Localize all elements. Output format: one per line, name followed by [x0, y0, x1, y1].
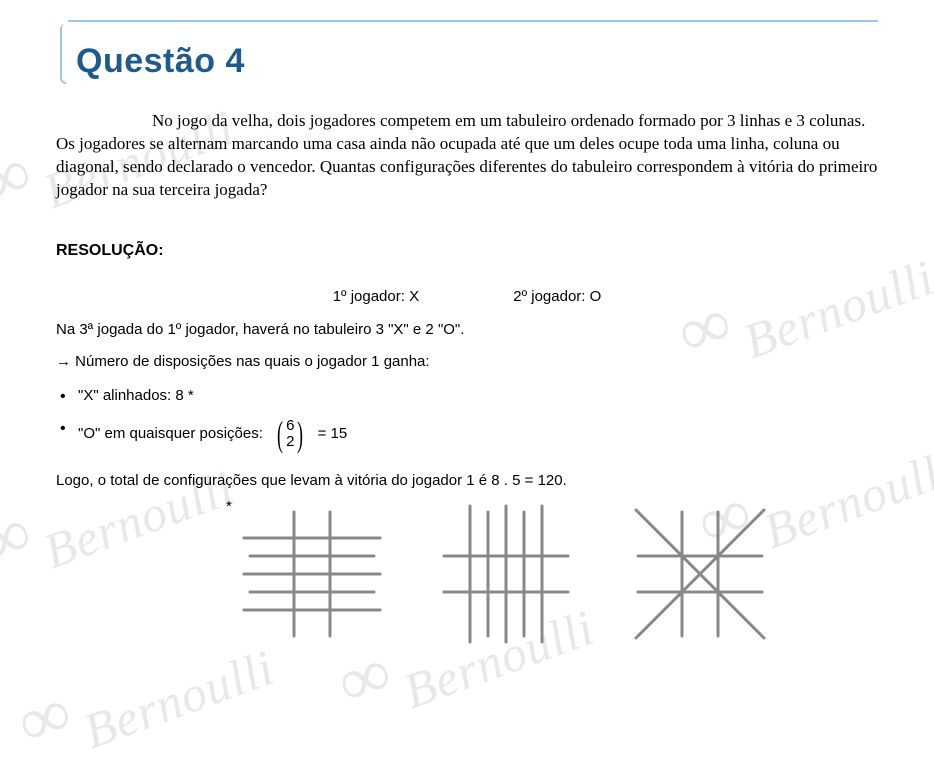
- figures-row: *: [56, 502, 878, 646]
- watermark-infinity-icon: ∞: [8, 675, 75, 765]
- paren-left-icon: (: [277, 416, 283, 452]
- bullet-o-suffix: = 15: [318, 425, 348, 442]
- binomial: (62): [271, 416, 309, 452]
- conclusion-line: Logo, o total de configurações que levam…: [56, 470, 878, 493]
- header-rule-left: [60, 24, 66, 84]
- binom-bottom: 2: [286, 433, 294, 450]
- problem-statement: No jogo da velha, dois jogadores compete…: [56, 110, 878, 202]
- binom-stack: 62: [286, 418, 294, 450]
- bullet-list: "X" alinhados: 8 * "O" em quaisquer posi…: [56, 384, 878, 452]
- header-rule-top: [68, 20, 878, 22]
- bullet-o-positions: "O" em quaisquer posições: (62) = 15: [56, 416, 878, 452]
- tictactoe-board-rows: [240, 502, 384, 646]
- tictactoe-board-diags: [628, 502, 772, 646]
- binom-top: 6: [286, 417, 294, 434]
- paren-right-icon: ): [297, 416, 303, 452]
- tictactoe-board-cols: [434, 502, 578, 646]
- arrow-icon: →: [56, 353, 75, 370]
- dispositions-text: Número de disposições nas quais o jogado…: [75, 353, 429, 370]
- dispositions-line: → Número de disposições nas quais o joga…: [56, 351, 878, 374]
- page-content: Questão 4 No jogo da velha, dois jogador…: [0, 0, 934, 666]
- players-line: 1º jogador: X 2º jogador: O: [56, 288, 878, 305]
- state-line: Na 3ª jogada do 1º jogador, haverá no ta…: [56, 319, 878, 342]
- problem-text: No jogo da velha, dois jogadores compete…: [56, 111, 877, 199]
- player2-label: 2º jogador: O: [513, 288, 601, 305]
- bullet-x-aligned: "X" alinhados: 8 *: [56, 384, 878, 408]
- resolution-heading: RESOLUÇÃO:: [56, 242, 878, 260]
- figures-asterisk: *: [226, 498, 232, 515]
- player1-label: 1º jogador: X: [333, 288, 419, 305]
- question-header: Questão 4: [56, 20, 878, 88]
- boards-container: [240, 502, 822, 646]
- bullet-o-prefix: "O" em quaisquer posições:: [78, 425, 263, 442]
- question-title: Questão 4: [76, 42, 245, 81]
